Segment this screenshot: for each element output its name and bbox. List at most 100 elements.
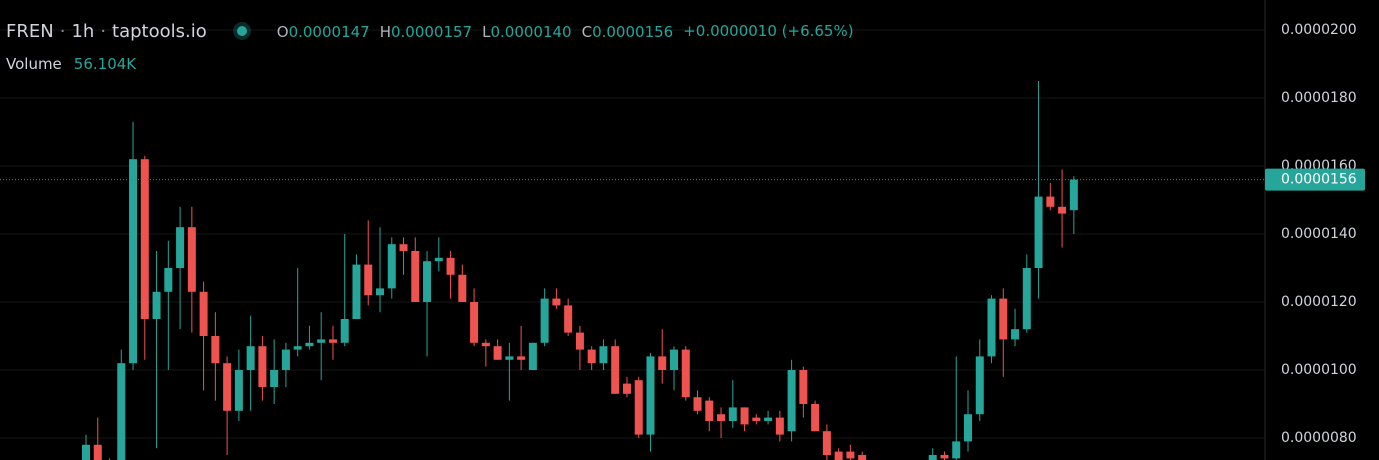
candle-body [281, 349, 290, 370]
candle-body [411, 250, 420, 302]
candle-body [164, 267, 173, 292]
ohlc-key: H [379, 22, 391, 41]
ohlc-values: O0.0000147 H0.0000157 L0.0000140 C0.0000156 [277, 22, 673, 41]
ohlc-value: 0.0000140 [490, 22, 572, 41]
candle-body [999, 298, 1008, 340]
candle-body [646, 356, 655, 435]
ohlc-value: 0.0000156 [592, 22, 674, 41]
candle-body [446, 257, 455, 275]
separator: · [100, 20, 107, 42]
candle-body [575, 332, 584, 350]
candle-body [528, 342, 537, 370]
candle-body [964, 414, 972, 442]
last-price-label: 0.0000156 [1281, 172, 1357, 188]
candle-body [293, 346, 302, 350]
candle-body [82, 444, 90, 460]
candle-body [587, 349, 596, 364]
volume-row: Volume 56.104K [6, 53, 136, 75]
candle-body [787, 369, 796, 432]
separator: · [59, 20, 66, 42]
candle-body [493, 346, 502, 360]
candle-body [740, 407, 749, 425]
last-price-tag [1265, 168, 1365, 191]
candle-body [305, 342, 314, 347]
candle-body [93, 444, 102, 460]
candle-body [811, 404, 820, 432]
volume-value: 56.104K [73, 55, 137, 73]
y-tick-label: 0.0000080 [1281, 430, 1357, 446]
candle-body [622, 383, 631, 394]
candle-body [846, 451, 855, 459]
candle-body [693, 397, 702, 411]
candle-body [1058, 206, 1067, 214]
candle-body [940, 455, 949, 459]
candle-body [775, 417, 784, 435]
status-dot [236, 26, 247, 36]
candle-body [540, 298, 549, 343]
candle-body [1034, 196, 1043, 268]
candle-body [1069, 179, 1078, 211]
candle-body [858, 455, 867, 460]
ohlc-item: L0.0000140 [482, 22, 571, 41]
interval: 1h [71, 20, 95, 42]
legend-row: FREN · 1h · taptools.io O0.0000147 H0.000… [6, 18, 854, 44]
candle-body [681, 349, 690, 398]
candle-body [987, 298, 996, 357]
candle-body [717, 414, 726, 422]
ohlc-item: C0.0000156 [582, 22, 674, 41]
ohlc-value: 0.0000157 [390, 22, 473, 41]
candle-body [458, 274, 467, 302]
candle-body [352, 264, 361, 319]
candle-body [564, 305, 573, 333]
candle-body [129, 159, 138, 364]
candle-body [611, 346, 620, 394]
candle-body [199, 291, 208, 336]
candle-body [399, 244, 408, 251]
candle-body [258, 346, 267, 387]
ohlc-value: 0.0000147 [288, 22, 370, 41]
candle-body [834, 451, 843, 460]
candle-body [234, 369, 243, 411]
candle-body [340, 318, 349, 343]
candle-body [423, 261, 432, 302]
ohlc-key: L [482, 22, 491, 41]
volume-label: Volume [6, 55, 62, 73]
candle-body [764, 417, 773, 422]
candle-body [270, 369, 279, 387]
y-tick-label: 0.0000140 [1281, 226, 1357, 242]
candle-body [670, 349, 678, 370]
candle-body [1022, 267, 1031, 330]
ohlc-item: O0.0000147 [277, 22, 370, 41]
candle-body [376, 288, 384, 296]
y-tick-label: 0.0000180 [1281, 90, 1357, 106]
candle-body [364, 264, 373, 296]
candle-body [187, 227, 196, 292]
candle-body [140, 159, 149, 319]
candle-body [152, 291, 161, 319]
candle-body [481, 342, 490, 347]
candle-body [799, 369, 808, 405]
candle-body [246, 346, 255, 370]
candle-body [705, 400, 714, 422]
candle-body [223, 363, 232, 411]
candle-body [599, 346, 608, 364]
ohlc-item: H0.0000157 [380, 22, 472, 41]
candle-body [211, 335, 220, 364]
candle-body [975, 356, 984, 415]
symbol: FREN [6, 20, 54, 42]
ohlc-key: C [581, 22, 593, 41]
y-tick-label: 0.0000200 [1281, 22, 1357, 38]
candle-body [952, 441, 961, 459]
y-tick-label: 0.0000100 [1281, 362, 1357, 378]
candle-body [470, 301, 479, 343]
candle-body [928, 455, 937, 460]
candle-body [752, 417, 761, 422]
ohlc-key: O [276, 22, 289, 41]
candle-body [1011, 329, 1020, 340]
candle-body [317, 339, 326, 343]
candle-body [728, 407, 737, 422]
candle-body [634, 380, 643, 435]
candle-body [328, 339, 337, 343]
